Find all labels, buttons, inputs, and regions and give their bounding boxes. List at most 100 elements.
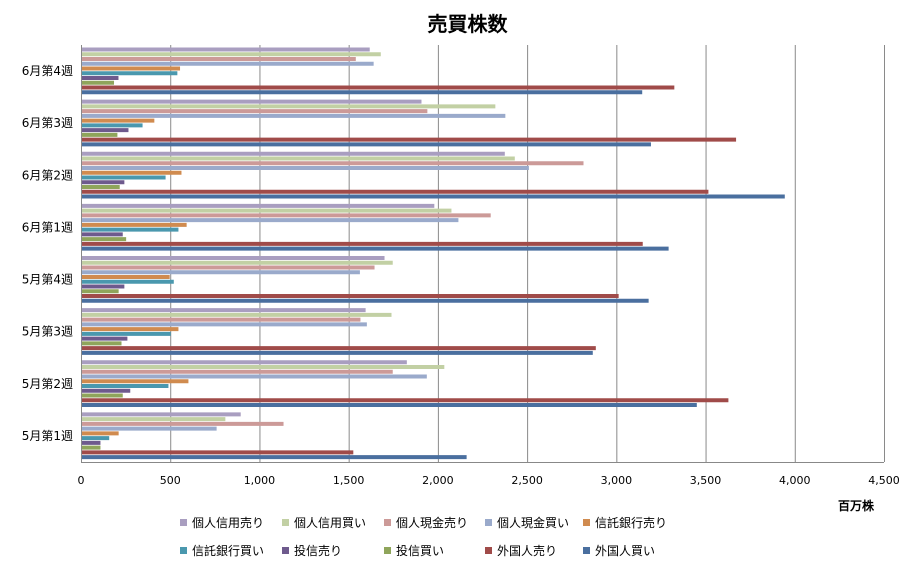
x-tick-label: 500 — [160, 474, 181, 487]
bar — [82, 227, 179, 232]
legend-swatch — [180, 547, 187, 554]
bar — [82, 398, 729, 403]
bar — [82, 294, 619, 298]
legend-label: 信託銀行売り — [595, 516, 668, 530]
bar — [82, 360, 407, 365]
bar — [82, 109, 428, 114]
legend-label: 個人現金売り — [396, 516, 469, 530]
legend-swatch — [384, 519, 391, 526]
bar — [82, 417, 226, 422]
bar — [82, 61, 374, 66]
bar — [82, 113, 506, 118]
bar — [82, 450, 354, 455]
legend-label: 信託銀行買い — [192, 544, 265, 558]
bar — [82, 241, 643, 246]
bar — [82, 265, 375, 270]
bar — [82, 175, 166, 180]
bar — [82, 118, 155, 123]
bar — [82, 194, 785, 199]
bar — [82, 393, 123, 398]
bar — [82, 436, 110, 441]
bar — [82, 66, 181, 71]
legend-item: 個人現金買い — [485, 514, 569, 531]
bar — [82, 445, 101, 450]
bar — [82, 317, 361, 322]
legend-item: 投信買い — [384, 542, 444, 559]
bar — [82, 76, 119, 80]
bar — [82, 222, 187, 227]
legend-swatch — [583, 547, 590, 554]
legend-swatch — [485, 519, 492, 526]
bar — [82, 218, 459, 223]
legend-item: 信託銀行買い — [180, 542, 264, 559]
bar — [82, 421, 284, 426]
legend-swatch — [485, 547, 492, 554]
bar — [82, 161, 584, 166]
bar — [82, 298, 649, 303]
category-label: 6月第3週 — [22, 116, 73, 130]
legend-label: 投信買い — [396, 544, 445, 558]
bar — [82, 132, 118, 137]
bar — [82, 270, 360, 275]
bar — [82, 379, 189, 384]
bar — [82, 57, 356, 61]
bar — [82, 104, 496, 109]
x-tick-label: 2,500 — [511, 474, 543, 487]
bar — [82, 431, 119, 436]
bar — [82, 203, 435, 208]
bar — [82, 52, 381, 57]
legend-item: 外国人売り — [485, 542, 557, 559]
bar — [82, 166, 529, 170]
bar — [82, 151, 505, 156]
bar — [82, 189, 709, 194]
bar — [82, 137, 737, 142]
bar — [82, 208, 452, 213]
x-tick-label: 1,000 — [244, 474, 276, 487]
legend-swatch — [583, 519, 590, 526]
bar — [82, 322, 367, 327]
x-tick-label: 4,500 — [868, 474, 900, 487]
bar — [82, 232, 123, 237]
bar — [82, 185, 120, 189]
bar — [82, 426, 217, 431]
legend-label: 外国人売り — [497, 544, 558, 558]
legend-label: 個人信用売り — [192, 516, 265, 530]
bar — [82, 128, 129, 133]
bar — [82, 279, 174, 284]
bar — [82, 180, 125, 185]
x-tick-label: 3,000 — [601, 474, 633, 487]
bar — [82, 284, 125, 289]
bar — [82, 80, 115, 85]
legend-swatch — [180, 519, 187, 526]
legend-label: 投信売り — [294, 544, 343, 558]
category-label: 5月第3週 — [22, 325, 73, 339]
legend-label: 個人現金買い — [497, 516, 570, 530]
bar — [82, 327, 179, 332]
bar — [82, 369, 393, 374]
category-label: 5月第1週 — [22, 429, 73, 443]
bar — [82, 237, 127, 242]
bar — [82, 455, 467, 460]
category-label: 5月第2週 — [22, 377, 73, 391]
bar — [82, 346, 596, 351]
bar — [82, 246, 669, 251]
bar — [82, 308, 366, 313]
bar — [82, 336, 128, 341]
legend-label: 外国人買い — [595, 544, 656, 558]
category-label: 5月第4週 — [22, 273, 73, 287]
bar — [82, 289, 119, 294]
legend-swatch — [384, 547, 391, 554]
bar — [82, 123, 143, 128]
bar — [82, 47, 370, 52]
bar — [82, 275, 170, 279]
legend-item: 個人信用買い — [282, 514, 366, 531]
x-tick-label: 4,000 — [779, 474, 811, 487]
legend-label: 個人信用買い — [294, 516, 367, 530]
bar — [82, 213, 491, 218]
x-tick-label: 3,500 — [690, 474, 722, 487]
bar — [82, 170, 182, 175]
legend-item: 外国人買い — [583, 542, 655, 559]
x-tick-label: 1,500 — [333, 474, 365, 487]
x-tick-label: 2,000 — [422, 474, 454, 487]
